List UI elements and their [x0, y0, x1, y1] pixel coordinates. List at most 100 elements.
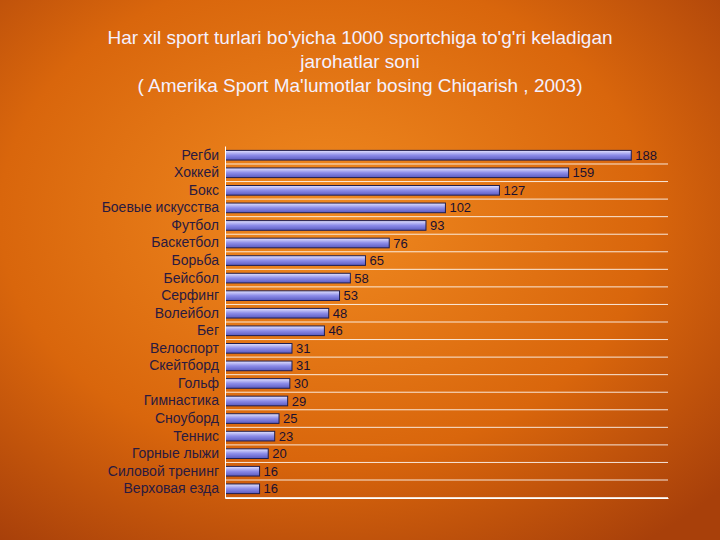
grid-line: [225, 322, 668, 323]
bar: [225, 221, 426, 231]
grid-line: [225, 251, 668, 252]
bar: [225, 466, 260, 476]
tick: Футбол: [171, 217, 225, 233]
tick: Бег: [197, 322, 225, 338]
data-label: 31: [296, 341, 310, 356]
bar: [225, 344, 292, 354]
data-label: 76: [393, 236, 407, 251]
y-axis: РегбиХоккей БоксБоевые искусства ФутболБас…: [102, 147, 226, 499]
bar: [225, 150, 631, 160]
grid-line: [225, 234, 668, 235]
bar: [225, 273, 350, 283]
data-label: 46: [328, 323, 342, 338]
tick-label: Бейсбол: [164, 270, 219, 286]
tick: Теннис: [173, 428, 225, 444]
tick: Бокс: [189, 182, 225, 198]
grid-line: [225, 357, 668, 358]
bar: [225, 256, 365, 266]
tick-label: Горные лыжи: [132, 445, 219, 461]
tick: Боевые искусства: [102, 199, 225, 215]
title: Har xil sport turlari bo'yicha 1000 spor…: [107, 27, 612, 72]
data-label: 102: [449, 200, 471, 215]
grid-line: [225, 462, 668, 463]
tick-label: Гимнастика: [144, 392, 219, 408]
tick-label: Гольф: [178, 375, 219, 391]
data-label: 65: [369, 253, 383, 268]
tick-label: Регби: [182, 147, 219, 163]
tick: Скейтборд: [149, 357, 225, 373]
axis-line: [226, 498, 669, 499]
bar: [225, 431, 275, 441]
bar: [225, 186, 499, 196]
tick: Баскетбол: [151, 234, 225, 250]
data-label: 29: [292, 394, 306, 409]
data-label: 53: [344, 288, 358, 303]
grid-line: [225, 199, 668, 200]
tick: Сноуборд: [155, 410, 225, 426]
tick: Серфинг: [161, 287, 225, 303]
tick-label: Серфинг: [161, 287, 219, 303]
x-axis: [226, 498, 669, 499]
background: [0, 0, 720, 540]
bar: [225, 291, 340, 301]
data-label: 159: [573, 165, 595, 180]
tick-label: Волейбол: [155, 305, 219, 321]
axis-line: [225, 147, 226, 499]
tick-label: Велоспорт: [150, 340, 220, 356]
data-label: 48: [333, 306, 347, 321]
grid: [225, 164, 668, 498]
data-label: 31: [296, 358, 310, 373]
data-label: 127: [503, 183, 525, 198]
tick: Борьба: [171, 252, 225, 268]
data-label: 16: [264, 481, 278, 496]
tick: Силовой тренинг: [108, 463, 225, 479]
data-label: 20: [272, 446, 286, 461]
bar: [225, 308, 329, 318]
data-label: 30: [294, 376, 308, 391]
tick: Горные лыжи: [132, 445, 225, 461]
data-label: 93: [430, 218, 444, 233]
grid-line: [225, 269, 668, 270]
tick-label: Боевые искусства: [102, 199, 220, 215]
data-label: 16: [264, 464, 278, 479]
grid-line: [225, 480, 668, 481]
bar: [225, 238, 389, 248]
tick: Бейсбол: [164, 270, 225, 286]
tick: Хоккей: [174, 164, 225, 180]
bar: [225, 414, 279, 424]
grid-line: [225, 339, 668, 340]
grid-line: [225, 497, 668, 498]
data-label: 23: [279, 429, 293, 444]
data-label: 188: [635, 148, 657, 163]
tick-label: Силовой тренинг: [108, 463, 219, 479]
grid-line: [225, 374, 668, 375]
tick-label: Баскетбол: [151, 234, 219, 250]
bar: [225, 449, 268, 459]
grid-line: [225, 181, 668, 182]
tick: Велоспорт: [150, 340, 225, 356]
bar: [225, 379, 290, 389]
tick: Гольф: [178, 375, 225, 391]
tick: Верховая езда: [124, 480, 225, 496]
tick-label: Сноуборд: [155, 410, 219, 426]
grid-line: [225, 444, 668, 445]
data-label: 58: [354, 271, 368, 286]
tick-label: Хоккей: [174, 164, 219, 180]
tick: Волейбол: [155, 305, 225, 321]
tick-label: Борьба: [171, 252, 219, 268]
chart: Har xil sport turlari bo'yicha 1000 spor…: [0, 0, 720, 540]
tick-label: Футбол: [171, 217, 219, 233]
bar: [225, 168, 569, 178]
tick-label: Бег: [197, 322, 219, 338]
tick: Регби: [182, 147, 225, 163]
bar: [225, 203, 445, 213]
grid-line: [225, 286, 668, 287]
grid-line: [225, 304, 668, 305]
grid-line: [225, 216, 668, 217]
tick: Гимнастика: [144, 392, 225, 408]
bars: [225, 150, 631, 493]
subtitle: ( Amerika Sport Ma'lumotlar bosing Chiqa…: [137, 75, 582, 96]
tick-label: Бокс: [189, 182, 219, 198]
bar: [225, 326, 324, 336]
tick-label: Скейтборд: [149, 357, 219, 373]
